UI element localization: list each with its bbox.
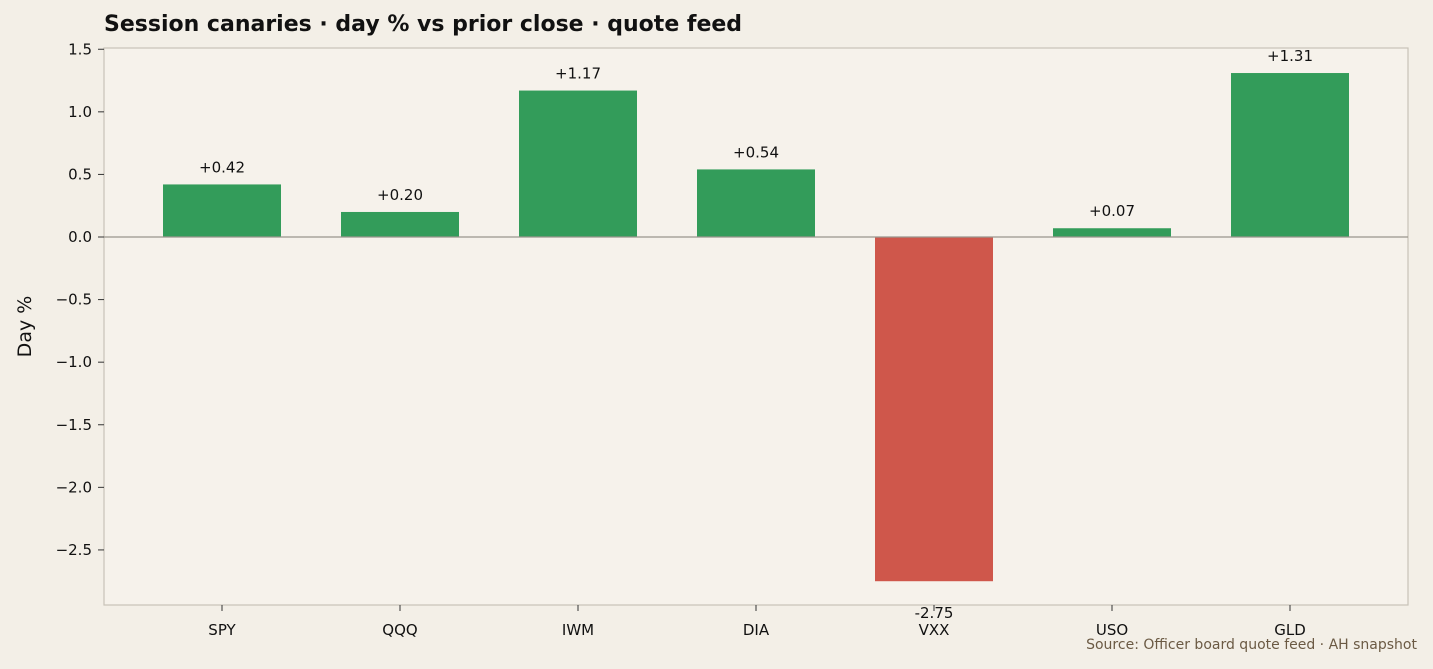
x-tick-label: GLD [1274, 621, 1306, 639]
y-tick-label: −2.5 [56, 541, 92, 559]
bar-vxx [875, 237, 993, 582]
value-label: +0.42 [199, 158, 245, 176]
bar-uso [1053, 228, 1171, 238]
bar-dia [697, 169, 815, 238]
y-tick-label: −1.5 [56, 416, 92, 434]
y-tick-label: −2.0 [56, 478, 92, 496]
value-labels: +0.42 +0.20 +1.17 +0.54 -2.75 +0.07 +1.31 [199, 47, 1313, 622]
bar-qqq [341, 211, 459, 238]
y-tick-label: 1.5 [68, 40, 92, 58]
x-tick-label: QQQ [382, 621, 417, 639]
chart-title: Session canaries · day % vs prior close … [104, 12, 743, 37]
bars [163, 73, 1349, 582]
y-tick-label: 1.0 [68, 103, 92, 121]
y-tick-label: −0.5 [56, 291, 92, 309]
x-tick-label: USO [1096, 621, 1128, 639]
y-axis: 1.5 1.0 0.5 0.0 −0.5 −1.0 −1.5 −2.0 −2.5 [56, 40, 104, 559]
source-note: Source: Officer board quote feed · AH sn… [1086, 637, 1417, 653]
y-tick-label: −1.0 [56, 353, 92, 371]
x-tick-label: VXX [919, 621, 950, 639]
x-tick-label: SPY [208, 621, 236, 639]
value-label: +0.07 [1089, 202, 1135, 220]
y-axis-title: Day % [14, 296, 36, 358]
y-tick-label: 0.0 [68, 228, 92, 246]
y-tick-label: 0.5 [68, 165, 92, 183]
x-tick-label: DIA [743, 621, 770, 639]
value-label: +0.54 [733, 143, 779, 161]
bar-iwm [519, 90, 637, 238]
plot-area [103, 47, 1409, 606]
value-label: +0.20 [377, 186, 423, 204]
bar-spy [163, 184, 281, 238]
x-axis: SPY QQQ IWM DIA VXX USO GLD [208, 605, 1306, 639]
value-label: +1.31 [1267, 47, 1313, 65]
x-tick-label: IWM [562, 621, 594, 639]
value-label: +1.17 [555, 65, 601, 83]
value-label: -2.75 [915, 604, 954, 622]
bar-gld [1231, 73, 1349, 238]
